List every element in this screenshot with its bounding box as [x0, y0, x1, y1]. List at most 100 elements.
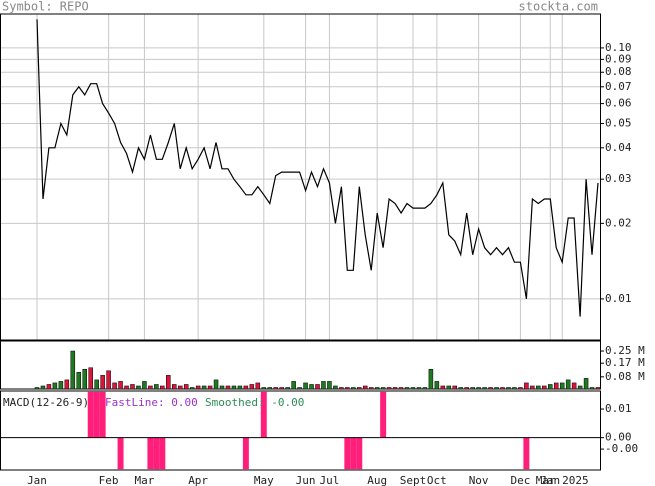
volume-bar — [124, 385, 129, 390]
x-tick-label: Mar 2025 — [536, 474, 589, 486]
y-tick-label: 0.10 — [605, 41, 632, 54]
volume-bar — [255, 382, 261, 390]
volume-bar — [279, 387, 284, 390]
volume-bar — [160, 385, 165, 390]
volume-bar — [183, 384, 189, 390]
volume-bar — [136, 385, 141, 390]
volume-bar — [494, 387, 499, 390]
volume-bar — [225, 385, 231, 390]
volume-bar — [565, 379, 571, 390]
site-label: stockta.com — [519, 0, 598, 14]
macd-bars — [87, 391, 530, 470]
y-tick-label: 0.06 — [605, 97, 632, 110]
x-tick-label: Jun — [296, 474, 316, 486]
macd-bar — [242, 437, 249, 470]
volume-bar — [571, 382, 577, 390]
volume-bar — [189, 387, 195, 390]
volume-bar — [500, 387, 505, 390]
volume-bar — [285, 387, 290, 390]
y-tick-label: -0.00 — [605, 442, 638, 455]
volume-bar — [154, 384, 159, 390]
y-tick-label: 0.01 — [605, 292, 632, 305]
volume-bar — [46, 384, 52, 390]
macd-bar — [87, 391, 94, 438]
volume-bar — [434, 381, 440, 390]
volume-bar — [583, 378, 589, 390]
volume-bar — [172, 384, 177, 390]
volume-bar — [315, 384, 320, 390]
volume-bar — [267, 387, 273, 390]
macd-title: MACD(12-26-9) — [3, 396, 89, 409]
volume-bar — [321, 381, 326, 390]
macd-bar — [117, 437, 124, 470]
x-tick-label: Nov — [469, 474, 489, 486]
x-tick-label: Dec — [510, 474, 530, 486]
volume-bar — [177, 385, 183, 390]
panel-frame — [0, 390, 601, 471]
macd-bar — [153, 437, 160, 470]
volume-bar — [446, 385, 452, 390]
volume-bar — [231, 385, 237, 390]
volume-bar — [386, 387, 392, 390]
y-tick-label: 0.04 — [605, 141, 632, 154]
volume-bar — [58, 381, 64, 390]
volume-bar — [40, 385, 46, 390]
volume-bar — [595, 387, 601, 390]
volume-bar — [398, 387, 404, 390]
volume-bar — [106, 370, 111, 390]
volume-bar — [362, 385, 368, 390]
volume-bar — [464, 387, 469, 390]
volume-bar — [213, 379, 219, 390]
macd-bar — [260, 391, 267, 438]
y-tick-label: 0.02 — [605, 216, 632, 229]
volume-bar — [553, 382, 559, 390]
symbol-label: Symbol: REPO — [2, 0, 89, 14]
price-line — [36, 19, 599, 317]
volume-bar — [82, 369, 87, 390]
macd-bar — [350, 437, 357, 470]
x-tick-label: Sept — [400, 474, 427, 486]
macd-bar — [159, 437, 166, 470]
volume-bar — [207, 385, 213, 390]
volume-bar — [542, 385, 547, 390]
y-tick-label: 0.00 — [605, 431, 632, 444]
volume-bar — [88, 367, 93, 390]
volume-bar — [428, 369, 434, 390]
volume-bar — [219, 385, 225, 390]
y-tick-label: 0.08 — [605, 65, 632, 78]
x-tick-label: Mar — [134, 474, 154, 486]
macd-bar — [523, 437, 530, 470]
macd-bar — [380, 391, 387, 438]
x-tick-label: Jul — [319, 474, 339, 486]
volume-bar — [416, 387, 422, 390]
volume-bar — [351, 387, 356, 390]
macd-bar — [99, 391, 106, 438]
x-tick-label: Oct — [427, 474, 447, 486]
volume-bar — [476, 387, 481, 390]
volume-bar — [559, 382, 565, 390]
volume-bar — [142, 381, 147, 390]
macd-bar — [344, 437, 351, 470]
volume-bar — [357, 387, 362, 390]
volume-bar — [273, 387, 278, 390]
macd-bar — [93, 391, 100, 438]
volume-bar — [249, 384, 255, 390]
volume-bar — [195, 385, 201, 390]
volume-bar — [470, 387, 475, 390]
volume-bar — [458, 387, 463, 390]
volume-bar — [100, 375, 105, 390]
volume-bar — [297, 387, 302, 390]
x-tick-label: Feb — [99, 474, 119, 486]
volume-bar — [112, 382, 117, 390]
y-tick-label: 0.07 — [605, 80, 632, 93]
volume-bar — [374, 387, 380, 390]
volume-bar — [536, 385, 541, 390]
fastline-label: FastLine: 0.00 — [105, 396, 198, 409]
volume-bar — [130, 384, 135, 390]
volume-bar — [70, 350, 76, 390]
y-tick-label: 0.08 M — [605, 370, 645, 383]
volume-bar — [64, 379, 70, 390]
macd-bar — [356, 437, 363, 470]
volume-bar — [524, 382, 529, 390]
